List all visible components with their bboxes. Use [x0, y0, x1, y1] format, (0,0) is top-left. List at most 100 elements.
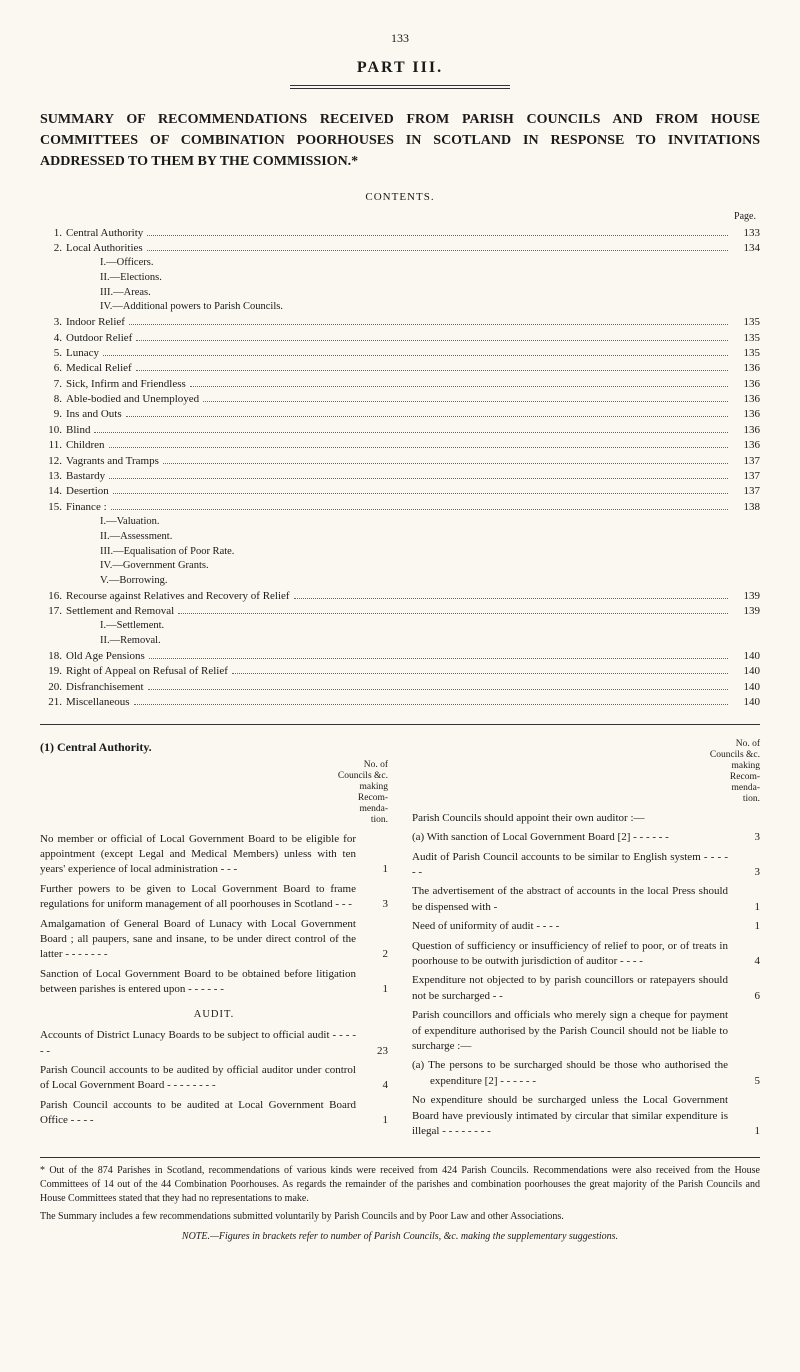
- toc-page: 134: [732, 241, 760, 256]
- item-row: Need of uniformity of audit - - - -1: [412, 919, 760, 934]
- toc-sub: II.—Elections.: [40, 271, 760, 286]
- toc-row: 6.Medical Relief136: [40, 361, 760, 376]
- toc-leader: [148, 689, 728, 690]
- toc-sub: IV.—Government Grants.: [40, 559, 760, 574]
- toc-row: 17.Settlement and Removal139: [40, 604, 760, 619]
- footnote: * Out of the 874 Parishes in Scotland, r…: [40, 1164, 760, 1206]
- item-row: (a) The persons to be surcharged should …: [412, 1058, 760, 1089]
- toc-leader: [113, 493, 728, 494]
- toc-label: Ins and Outs: [66, 407, 122, 422]
- toc-num: 1.: [40, 226, 66, 241]
- toc-num: 18.: [40, 649, 66, 664]
- toc-page: 135: [732, 315, 760, 330]
- toc-num: 12.: [40, 454, 66, 469]
- toc-row: 12.Vagrants and Tramps137: [40, 454, 760, 469]
- item-count: 5: [728, 1074, 760, 1089]
- toc-page: 136: [732, 423, 760, 438]
- item-count: 23: [356, 1044, 388, 1059]
- toc-num: 13.: [40, 469, 66, 484]
- toc-row: 9.Ins and Outs 136: [40, 407, 760, 422]
- toc-label: Lunacy: [66, 346, 99, 361]
- part-title: PART III.: [40, 57, 760, 79]
- toc-leader: [294, 598, 728, 599]
- toc-leader: [126, 416, 728, 417]
- toc-num: 2.: [40, 241, 66, 256]
- toc-page: 136: [732, 361, 760, 376]
- right-items: Parish Councils should appoint their own…: [412, 811, 760, 1139]
- item-text: The advertisement of the abstract of acc…: [412, 884, 728, 915]
- toc-label: Vagrants and Tramps: [66, 454, 159, 469]
- toc-num: 11.: [40, 438, 66, 453]
- toc-page: 136: [732, 377, 760, 392]
- toc-page: 135: [732, 346, 760, 361]
- toc-leader: [147, 235, 728, 236]
- item-count: 1: [356, 982, 388, 997]
- toc-label: Right of Appeal on Refusal of Relief: [66, 664, 228, 679]
- toc-leader: [94, 432, 728, 433]
- toc-leader: [129, 324, 728, 325]
- right-column: No. ofCouncils &c.makingRecom-menda-tion…: [412, 739, 760, 1143]
- item-count: 1: [356, 862, 388, 877]
- toc-label: Blind: [66, 423, 90, 438]
- item-row: The advertisement of the abstract of acc…: [412, 884, 760, 915]
- item-row: Parish Council accounts to be audited by…: [40, 1063, 388, 1094]
- toc-page: 136: [732, 438, 760, 453]
- toc-page: 136: [732, 407, 760, 422]
- toc-leader: [178, 613, 728, 614]
- item-count: 1: [356, 1113, 388, 1128]
- toc-label: Central Authority: [66, 226, 143, 241]
- item-row: Accounts of District Lunacy Boards to be…: [40, 1028, 388, 1059]
- audit-label: AUDIT.: [40, 1008, 388, 1023]
- toc-num: 17.: [40, 604, 66, 619]
- item-row: No member or official of Local Governmen…: [40, 832, 388, 878]
- toc-sub: V.—Borrowing.: [40, 574, 760, 589]
- item-row: (a) With sanction of Local Government Bo…: [412, 830, 760, 845]
- toc-label: Medical Relief: [66, 361, 132, 376]
- item-text: Audit of Parish Council accounts to be s…: [412, 850, 728, 881]
- page-label: Page.: [40, 210, 760, 224]
- item-row: Expenditure not objected to by parish co…: [412, 973, 760, 1004]
- toc-sub: I.—Valuation.: [40, 515, 760, 530]
- toc-row: 2.Local Authorities 134: [40, 241, 760, 256]
- toc-leader: [136, 370, 728, 371]
- toc-row: 4.Outdoor Relief135: [40, 331, 760, 346]
- toc-row: 1.Central Authority133: [40, 226, 760, 241]
- item-count: 4: [728, 954, 760, 969]
- toc-sub: I.—Officers.: [40, 256, 760, 271]
- count-header-right: No. ofCouncils &c.makingRecom-menda-tion…: [412, 739, 760, 805]
- section-rule: [40, 724, 760, 725]
- item-text: Need of uniformity of audit - - - -: [412, 919, 728, 934]
- item-count: 1: [728, 919, 760, 934]
- toc-row: 21.Miscellaneous140: [40, 695, 760, 710]
- toc-leader: [109, 478, 728, 479]
- toc-num: 9.: [40, 407, 66, 422]
- toc-sub: IV.—Additional powers to Parish Councils…: [40, 300, 760, 315]
- toc-page: 135: [732, 331, 760, 346]
- toc-leader: [134, 704, 728, 705]
- left-column: (1) Central Authority. No. ofCouncils &c…: [40, 739, 388, 1143]
- toc-label: Children: [66, 438, 105, 453]
- toc-label: Desertion: [66, 484, 109, 499]
- toc-leader: [136, 340, 728, 341]
- toc-num: 19.: [40, 664, 66, 679]
- toc-num: 8.: [40, 392, 66, 407]
- toc-sub: III.—Areas.: [40, 286, 760, 301]
- toc-label: Local Authorities: [66, 241, 143, 256]
- item-row: Sanction of Local Government Board to be…: [40, 967, 388, 998]
- title-rule: [290, 85, 510, 89]
- footnotes: * Out of the 874 Parishes in Scotland, r…: [40, 1164, 760, 1224]
- item-text: Parish Council accounts to be audited at…: [40, 1098, 356, 1129]
- toc-sub: II.—Assessment.: [40, 530, 760, 545]
- toc-leader: [103, 355, 728, 356]
- item-count: 2: [356, 947, 388, 962]
- toc-label: Disfranchisement: [66, 680, 144, 695]
- toc-num: 3.: [40, 315, 66, 330]
- toc-leader: [203, 401, 728, 402]
- toc-row: 20.Disfranchisement140: [40, 680, 760, 695]
- toc-leader: [190, 386, 728, 387]
- item-text: Parish Councils should appoint their own…: [412, 811, 728, 826]
- toc-row: 8.Able-bodied and Unemployed136: [40, 392, 760, 407]
- toc-row: 14.Desertion137: [40, 484, 760, 499]
- contents-label: CONTENTS.: [40, 190, 760, 205]
- item-text: Parish Council accounts to be audited by…: [40, 1063, 356, 1094]
